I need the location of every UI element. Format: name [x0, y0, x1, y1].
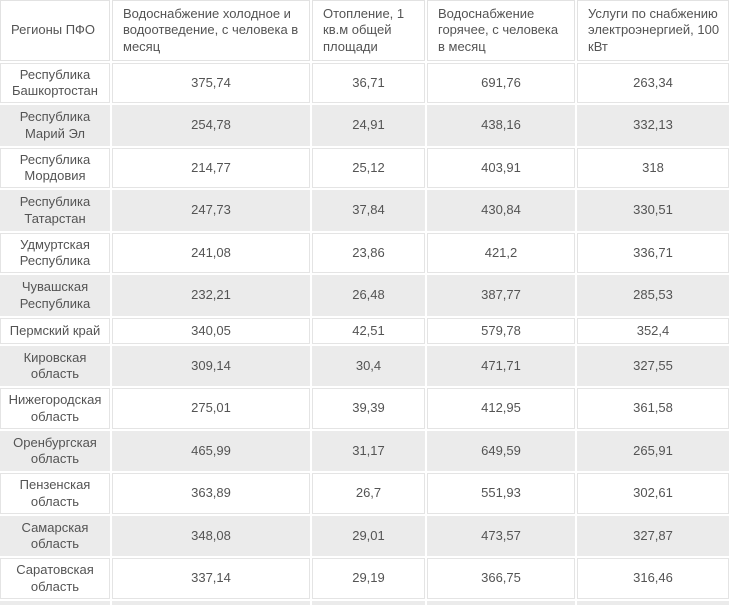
value-cell: 348,08 [112, 515, 310, 557]
value-cell: 247,73 [112, 190, 310, 231]
table-row: Пермский край 340,05 42,51 579,78 352,4 [0, 317, 729, 344]
table-row: Пензенская область 363,89 26,7 551,93 30… [0, 473, 729, 514]
value-cell: 285,53 [577, 275, 729, 316]
value-cell: 465,99 [112, 430, 310, 472]
value-cell: 361,58 [577, 388, 729, 429]
value-cell: 263,34 [577, 62, 729, 104]
value-cell: 26,54 [312, 600, 425, 605]
value-cell: 438,16 [427, 105, 575, 146]
value-cell: 327,55 [577, 345, 729, 387]
column-header-electricity: Услуги по снабжению электроэнергией, 100… [577, 0, 729, 61]
value-cell: 551,93 [427, 473, 575, 514]
value-cell: 387,77 [427, 275, 575, 316]
table-row: Саратовская область 337,14 29,19 366,75 … [0, 558, 729, 599]
value-cell: 30,4 [312, 345, 425, 387]
table-row: Нижегородская область 275,01 39,39 412,9… [0, 388, 729, 429]
value-cell: 336,71 [577, 232, 729, 274]
table-row: Республика Марий Эл 254,78 24,91 438,16 … [0, 105, 729, 146]
column-header-cold-water: Водоснабжение холодное и водоотведение, … [112, 0, 310, 61]
column-header-heating: Отопление, 1 кв.м общей площади [312, 0, 425, 61]
value-cell: 471,71 [427, 345, 575, 387]
value-cell: 268,48 [112, 600, 310, 605]
region-cell: Саратовская область [0, 558, 110, 599]
value-cell: 241,08 [112, 232, 310, 274]
region-cell: Пензенская область [0, 473, 110, 514]
value-cell: 412,95 [427, 388, 575, 429]
value-cell: 304,98 [577, 600, 729, 605]
value-cell: 214,77 [112, 147, 310, 189]
region-cell: Самарская область [0, 515, 110, 557]
value-cell: 421,2 [427, 232, 575, 274]
value-cell: 403,91 [427, 147, 575, 189]
value-cell: 36,71 [312, 62, 425, 104]
value-cell: 337,14 [112, 558, 310, 599]
table-row: Самарская область 348,08 29,01 473,57 32… [0, 515, 729, 557]
value-cell: 330,51 [577, 190, 729, 231]
value-cell: 232,21 [112, 275, 310, 316]
value-cell: 318 [577, 147, 729, 189]
table-row: Республика Татарстан 247,73 37,84 430,84… [0, 190, 729, 231]
region-cell: Чувашская Республика [0, 275, 110, 316]
value-cell: 26,48 [312, 275, 425, 316]
column-header-hot-water: Водоснабжение горячее, с человека в меся… [427, 0, 575, 61]
value-cell: 254,78 [112, 105, 310, 146]
value-cell: 363,89 [112, 473, 310, 514]
value-cell: 473,57 [427, 515, 575, 557]
table-row: Республика Мордовия 214,77 25,12 403,91 … [0, 147, 729, 189]
value-cell: 309,14 [112, 345, 310, 387]
value-cell: 26,7 [312, 473, 425, 514]
value-cell: 440,44 [427, 600, 575, 605]
value-cell: 23,86 [312, 232, 425, 274]
value-cell: 649,59 [427, 430, 575, 472]
value-cell: 332,13 [577, 105, 729, 146]
value-cell: 352,4 [577, 317, 729, 344]
value-cell: 375,74 [112, 62, 310, 104]
region-cell: Республика Марий Эл [0, 105, 110, 146]
value-cell: 691,76 [427, 62, 575, 104]
value-cell: 31,17 [312, 430, 425, 472]
table-row: Ульяновская область 268,48 26,54 440,44 … [0, 600, 729, 605]
value-cell: 327,87 [577, 515, 729, 557]
value-cell: 37,84 [312, 190, 425, 231]
table-row: Республика Башкортостан 375,74 36,71 691… [0, 62, 729, 104]
value-cell: 42,51 [312, 317, 425, 344]
value-cell: 39,39 [312, 388, 425, 429]
column-header-regions: Регионы ПФО [0, 0, 110, 61]
value-cell: 29,19 [312, 558, 425, 599]
table-row: Кировская область 309,14 30,4 471,71 327… [0, 345, 729, 387]
value-cell: 265,91 [577, 430, 729, 472]
value-cell: 29,01 [312, 515, 425, 557]
value-cell: 275,01 [112, 388, 310, 429]
table-row: Удмуртская Республика 241,08 23,86 421,2… [0, 232, 729, 274]
region-cell: Оренбургская область [0, 430, 110, 472]
value-cell: 430,84 [427, 190, 575, 231]
region-cell: Кировская область [0, 345, 110, 387]
region-cell: Удмуртская Республика [0, 232, 110, 274]
value-cell: 340,05 [112, 317, 310, 344]
value-cell: 25,12 [312, 147, 425, 189]
region-cell: Пермский край [0, 317, 110, 344]
region-cell: Республика Мордовия [0, 147, 110, 189]
value-cell: 366,75 [427, 558, 575, 599]
value-cell: 24,91 [312, 105, 425, 146]
region-cell: Нижегородская область [0, 388, 110, 429]
region-cell: Республика Татарстан [0, 190, 110, 231]
region-cell: Республика Башкортостан [0, 62, 110, 104]
table-row: Чувашская Республика 232,21 26,48 387,77… [0, 275, 729, 316]
table-row: Оренбургская область 465,99 31,17 649,59… [0, 430, 729, 472]
value-cell: 316,46 [577, 558, 729, 599]
table-header-row: Регионы ПФО Водоснабжение холодное и вод… [0, 0, 729, 61]
value-cell: 302,61 [577, 473, 729, 514]
value-cell: 579,78 [427, 317, 575, 344]
region-cell: Ульяновская область [0, 600, 110, 605]
